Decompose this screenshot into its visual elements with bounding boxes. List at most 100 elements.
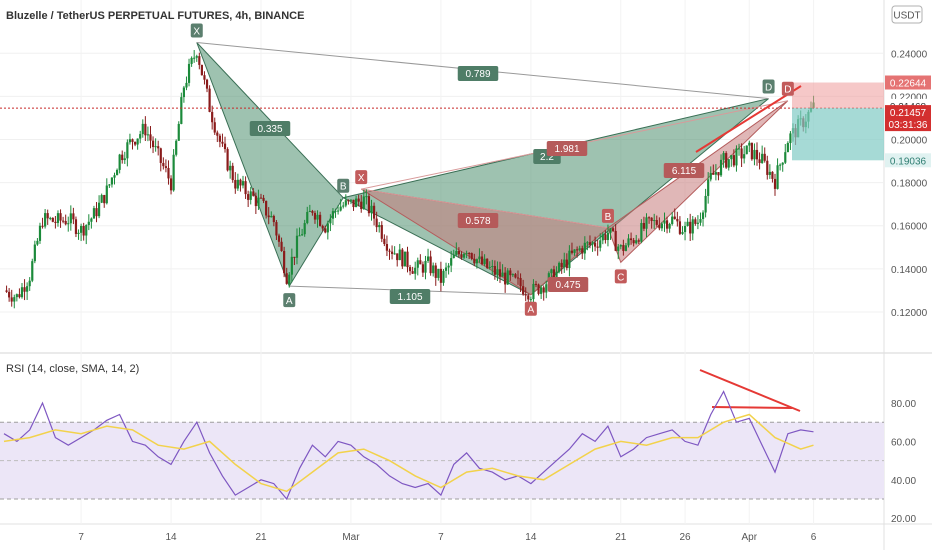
candle-body [776, 165, 779, 189]
candle-body [789, 133, 792, 144]
candle-body [26, 286, 29, 292]
candle-body [617, 246, 620, 251]
candle-body [737, 148, 741, 150]
candle-body [611, 228, 615, 231]
candle-body [622, 245, 625, 251]
candle-body [97, 202, 101, 217]
candle-body [347, 200, 350, 202]
candle-body [205, 79, 209, 89]
candle-body [105, 185, 108, 204]
candle-body [714, 172, 717, 175]
candle-body [696, 222, 699, 224]
candle-body [13, 297, 16, 302]
candle-body [627, 238, 630, 246]
candle-body [349, 199, 353, 201]
candle-body [558, 262, 561, 272]
candle-body [334, 210, 337, 212]
candle-body [136, 138, 139, 145]
candle-body [748, 142, 751, 146]
candle-body [118, 154, 121, 170]
candle-body [5, 290, 8, 292]
candle-body [126, 142, 129, 159]
candle-body [259, 197, 263, 199]
candle-body [164, 166, 168, 168]
candle-body [121, 154, 124, 161]
countdown-label-bg [885, 117, 931, 132]
candle-body [82, 225, 85, 236]
candle-body [712, 173, 715, 175]
ratio-label: 2.2 [540, 152, 554, 163]
ratio-label: 0.335 [257, 124, 282, 135]
candle-body [437, 268, 440, 278]
candle-body [766, 160, 769, 175]
candle-body [406, 251, 409, 268]
candle-body [208, 88, 211, 112]
candle-body [671, 216, 674, 225]
pattern-point-label: D [765, 83, 772, 94]
candle-body [54, 221, 57, 223]
candle-body [519, 277, 522, 287]
candle-body [306, 211, 309, 224]
pattern-point-badge [601, 208, 614, 223]
candle-body [596, 246, 599, 248]
sl-price-label: 0.19036 [890, 156, 927, 167]
candle-body [272, 216, 275, 223]
candle-body [337, 210, 340, 212]
candle-body [442, 270, 445, 283]
candle-body [308, 210, 311, 212]
price-tick-label: 0.18000 [891, 179, 928, 190]
candle-body [38, 225, 42, 241]
candle-body [444, 267, 448, 271]
candle-body [23, 287, 26, 292]
candle-body [254, 195, 257, 207]
candle-body [283, 250, 286, 274]
candle-body [87, 221, 90, 226]
candle-body [439, 268, 442, 283]
candle-body [457, 250, 460, 255]
rsi-sma-line [3, 413, 814, 493]
candle-body [591, 242, 594, 245]
candle-body [604, 234, 607, 241]
pattern-point-label: X [358, 173, 365, 184]
currency-badge[interactable]: USDT [891, 5, 923, 24]
candle-body [761, 153, 764, 164]
candle-body [229, 165, 232, 171]
currency-label: USDT [893, 11, 920, 22]
candle-body [383, 238, 386, 245]
candle-body [69, 213, 72, 224]
candle-body [786, 143, 789, 153]
pattern-point-badge [190, 23, 203, 38]
pattern-xab-triangle [196, 42, 344, 288]
candle-body [36, 240, 39, 245]
ratio-label: 0.789 [465, 69, 490, 80]
candle-body [198, 56, 201, 65]
candle-body [378, 225, 381, 228]
candle-body [203, 75, 206, 80]
candle-body [642, 222, 646, 229]
candle-body [424, 260, 427, 273]
rsi-axis[interactable]: 80.00 60.00 40.00 20.00 [891, 399, 916, 525]
candle-body [601, 234, 604, 241]
candle-body [141, 123, 144, 135]
candle-body [365, 196, 368, 198]
candle-body [277, 235, 281, 242]
candle-body [691, 219, 694, 234]
candle-body [151, 140, 155, 148]
candle-body [80, 225, 83, 233]
price-axis[interactable]: 0.24000 0.22000 0.20000 0.18000 0.16000 0.140… [891, 49, 928, 319]
candle-body [540, 287, 543, 294]
candle-body [15, 294, 18, 298]
candle-body [565, 259, 568, 269]
time-axis[interactable]: 7 14 21 Mar 7 14 21 26 Apr 6 [78, 532, 816, 543]
candle-body [447, 265, 450, 268]
candle-body [450, 258, 453, 266]
rsi-lines [3, 390, 814, 501]
candle-body [640, 222, 643, 242]
candle-body [773, 178, 777, 189]
stop-zone [792, 108, 884, 161]
candle-body [239, 179, 242, 186]
candle-body [41, 225, 44, 227]
candle-body [568, 250, 571, 269]
